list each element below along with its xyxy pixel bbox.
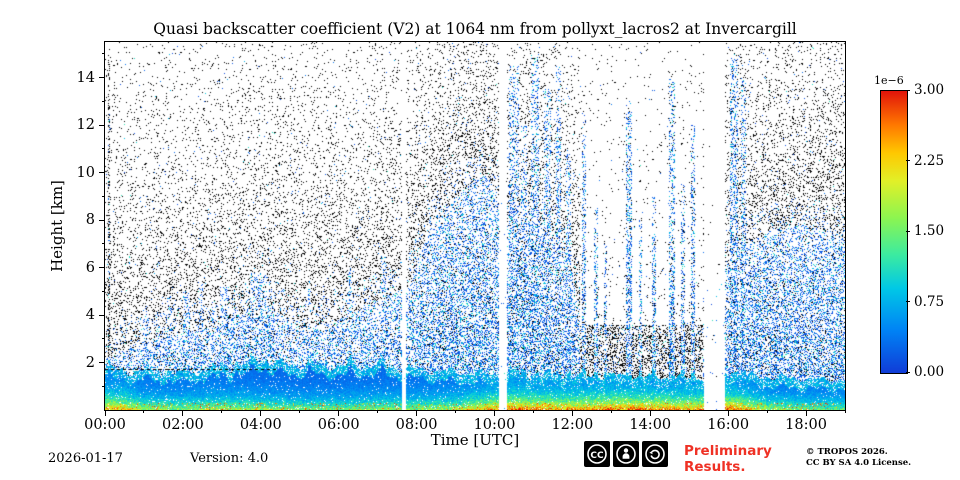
x-tick-label: 02:00 xyxy=(161,417,204,433)
heatmap-plot xyxy=(105,42,845,410)
x-tick xyxy=(649,410,651,416)
y-minor-tick xyxy=(102,100,105,102)
y-tick-label: 6 xyxy=(85,259,95,276)
x-axis-label: Time [UTC] xyxy=(430,431,520,449)
x-minor-tick xyxy=(299,410,301,413)
y-tick-label: 8 xyxy=(85,212,95,229)
x-tick-label: 08:00 xyxy=(395,417,438,433)
colorbar-tick-label: 1.50 xyxy=(914,223,945,239)
x-minor-tick xyxy=(532,410,534,413)
y-minor-tick xyxy=(102,385,105,387)
svg-text:CC: CC xyxy=(590,451,604,461)
cc-icon: CC xyxy=(584,441,610,471)
x-tick-label: 14:00 xyxy=(629,417,672,433)
x-tick xyxy=(260,410,262,416)
colorbar-tick xyxy=(906,371,910,373)
date-label: 2026-01-17 xyxy=(48,451,123,466)
colorbar-tick-label: 3.00 xyxy=(914,82,945,98)
y-minor-tick xyxy=(102,53,105,55)
y-tick xyxy=(99,362,105,364)
y-tick xyxy=(99,314,105,316)
preliminary-note: Preliminary Results. xyxy=(684,443,772,475)
x-tick xyxy=(338,410,340,416)
y-tick xyxy=(99,124,105,126)
x-minor-tick xyxy=(455,410,457,413)
cc-license-badge: CC xyxy=(584,441,668,471)
y-tick-label: 2 xyxy=(85,354,95,371)
x-tick-label: 12:00 xyxy=(551,417,594,433)
x-tick xyxy=(104,410,106,416)
y-tick xyxy=(99,267,105,269)
colorbar-tick xyxy=(906,160,910,161)
x-tick xyxy=(805,410,807,416)
colorbar-tick-label: 0.75 xyxy=(914,293,945,310)
colorbar-exponent-label: 1e−6 xyxy=(874,74,904,87)
y-minor-tick xyxy=(102,195,105,197)
x-tick-label: 16:00 xyxy=(707,417,750,433)
colorbar-tick xyxy=(906,89,910,91)
y-axis-label: Height [km] xyxy=(48,180,66,272)
y-tick-label: 12 xyxy=(76,117,95,134)
x-minor-tick xyxy=(143,410,145,413)
x-tick xyxy=(182,410,184,416)
by-icon xyxy=(613,441,639,471)
license-label: CC BY SA 4.0 License. xyxy=(806,458,912,468)
y-tick xyxy=(99,77,105,79)
x-minor-tick xyxy=(221,410,223,413)
preliminary-line1: Preliminary xyxy=(684,443,772,459)
x-tick xyxy=(416,410,418,416)
colorbar-tick-label: 2.25 xyxy=(914,152,945,169)
y-minor-tick xyxy=(102,290,105,292)
x-tick xyxy=(571,410,573,416)
copyright-block: © TROPOS 2026. CC BY SA 4.0 License. xyxy=(806,447,911,469)
x-minor-tick xyxy=(377,410,379,413)
x-tick-label: 04:00 xyxy=(239,417,282,433)
x-tick-label: 10:00 xyxy=(473,417,516,433)
chart-title: Quasi backscatter coefficient (V2) at 10… xyxy=(153,20,797,38)
y-minor-tick xyxy=(102,243,105,245)
x-minor-tick xyxy=(766,410,768,413)
y-tick xyxy=(99,172,105,174)
colorbar-tick xyxy=(906,301,910,302)
x-tick-label: 00:00 xyxy=(84,417,126,433)
x-tick-label: 06:00 xyxy=(317,417,360,433)
x-minor-tick xyxy=(610,410,612,413)
y-tick-label: 10 xyxy=(76,164,95,181)
x-tick xyxy=(493,410,495,416)
colorbar-tick-label: 0.00 xyxy=(914,364,945,380)
y-minor-tick xyxy=(102,338,105,340)
copyright-label: © TROPOS 2026. xyxy=(806,447,888,457)
colorbar-tick xyxy=(906,230,910,232)
x-minor-tick xyxy=(688,410,690,413)
x-tick xyxy=(727,410,729,416)
y-tick-label: 14 xyxy=(76,69,95,86)
x-minor-tick xyxy=(844,410,846,413)
x-tick-label: 18:00 xyxy=(785,417,827,433)
preliminary-line2: Results. xyxy=(684,459,746,475)
y-tick-label: 4 xyxy=(85,307,95,324)
colorbar xyxy=(880,90,908,374)
version-label: Version: 4.0 xyxy=(190,451,269,466)
sa-icon xyxy=(642,441,668,471)
y-minor-tick xyxy=(102,148,105,150)
y-tick xyxy=(99,219,105,221)
